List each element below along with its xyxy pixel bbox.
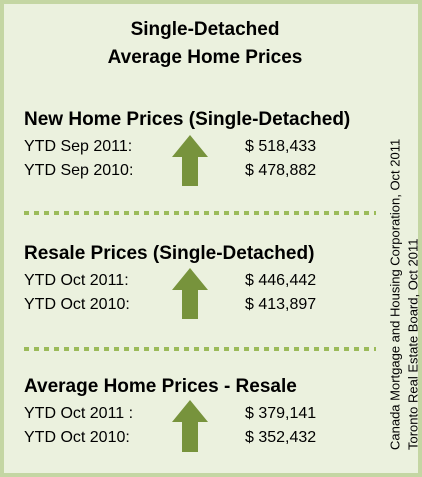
- title: Single-Detached: [131, 19, 280, 40]
- row-value: $ 379,141: [245, 405, 316, 422]
- row-label: YTD Sep 2011:: [24, 138, 132, 155]
- row-label: YTD Oct 2010:: [24, 429, 130, 446]
- up-arrow: [172, 135, 208, 186]
- title: Average Home Prices: [108, 47, 303, 68]
- section-heading: Resale Prices (Single-Detached): [24, 243, 314, 264]
- section-heading: Average Home Prices - Resale: [24, 376, 297, 397]
- arrows: [172, 135, 208, 452]
- row-label: YTD Oct 2011:: [24, 272, 129, 289]
- up-arrow: [172, 400, 208, 452]
- source: Toronto Real Estate Board, Oct 2011: [405, 239, 420, 451]
- up-arrow: [172, 268, 208, 319]
- row-value: $ 413,897: [245, 296, 316, 313]
- section-heading: New Home Prices (Single-Detached): [24, 109, 350, 130]
- row-label: YTD Sep 2010:: [24, 162, 133, 179]
- row-value: $ 352,432: [245, 429, 316, 446]
- row-value: $ 518,433: [245, 138, 316, 155]
- row-value: $ 478,882: [245, 162, 316, 179]
- row-value: $ 446,442: [245, 272, 316, 289]
- row-label: YTD Oct 2011 :: [24, 405, 133, 422]
- row-label: YTD Oct 2010:: [24, 296, 130, 313]
- source: Canada Mortgage and Housing Corporation,…: [387, 139, 402, 450]
